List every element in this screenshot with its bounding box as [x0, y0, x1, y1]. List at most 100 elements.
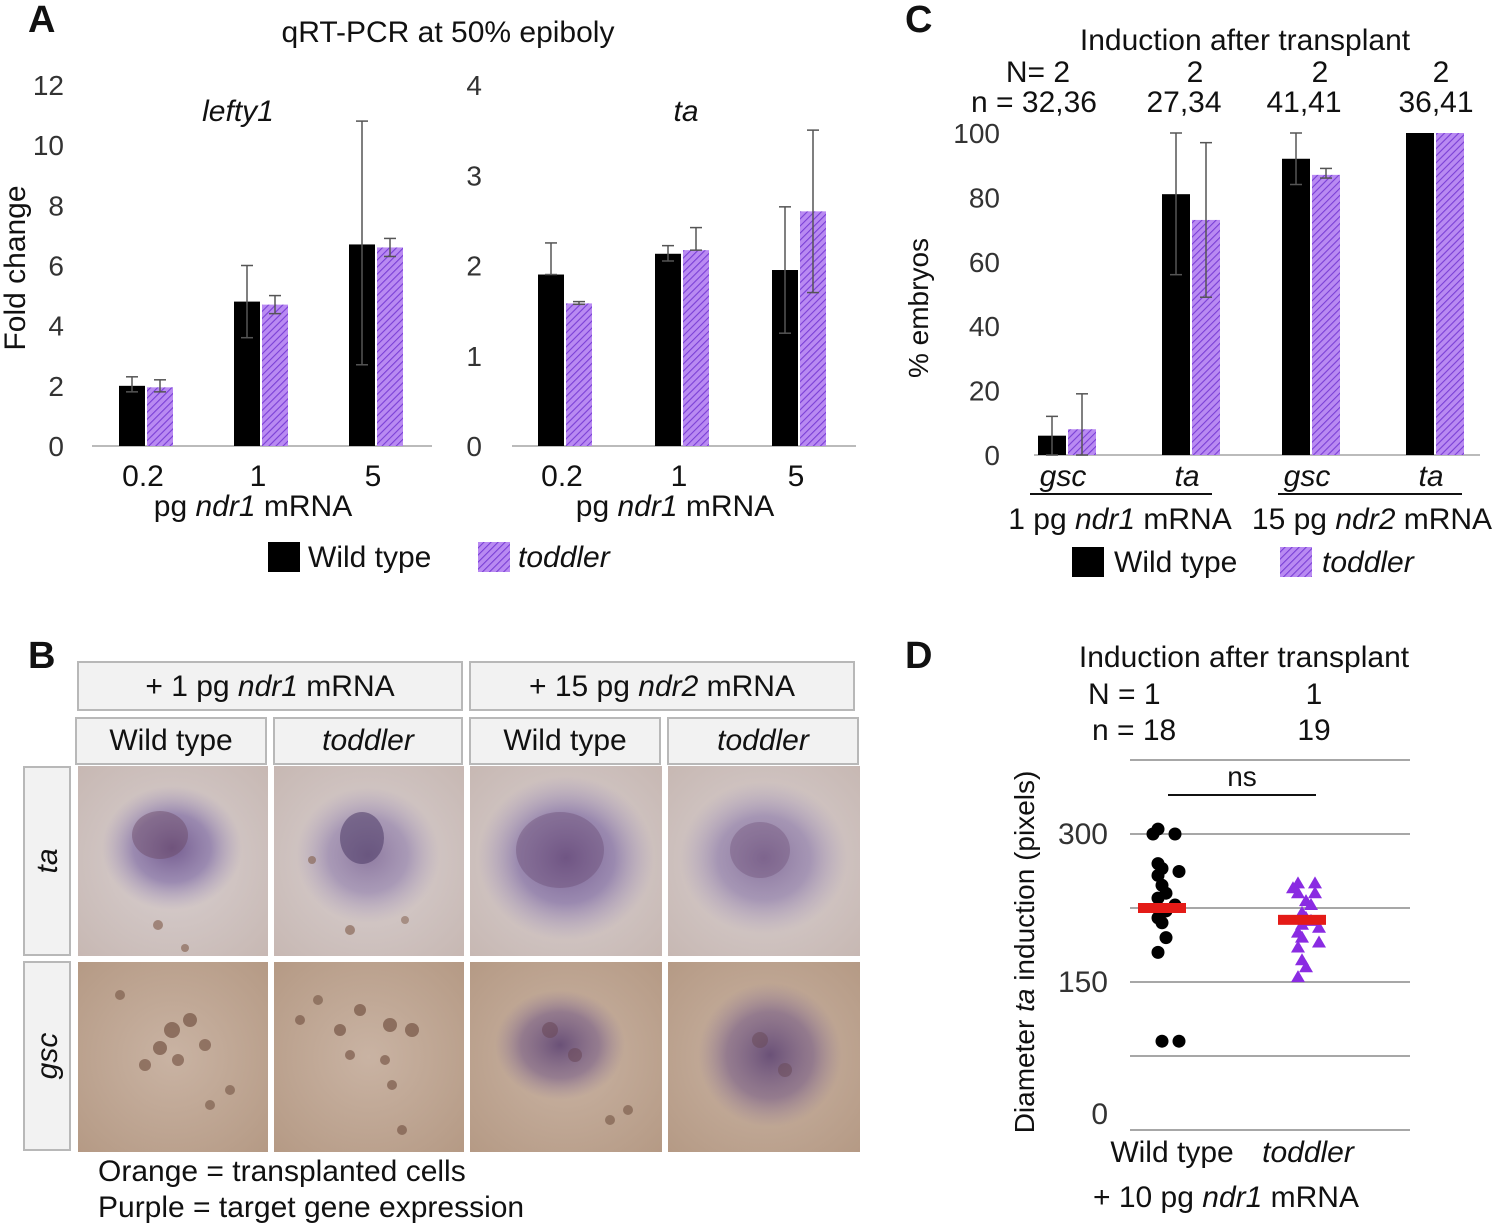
x-category-toddler: toddler	[1262, 1136, 1355, 1169]
legend-label-toddler: toddler	[518, 541, 611, 574]
caption-purple: Purple = target gene expression	[98, 1191, 524, 1224]
y-tick-label: 20	[969, 376, 1000, 407]
y-tick-label: 12	[33, 70, 64, 101]
panel-d: D Induction after transplant N = 1 1 n =…	[905, 635, 1410, 1214]
chart-title: ta	[673, 95, 698, 128]
x-tick-label: 5	[365, 460, 382, 493]
header-ndr1-text: + 1 pg ndr1 mRNA	[145, 670, 394, 703]
legend-swatch-wild-type	[268, 542, 300, 572]
data-point	[1304, 898, 1318, 911]
bar	[683, 250, 709, 446]
y-tick-label: 2	[48, 371, 64, 402]
legend-swatch-toddler	[1280, 547, 1312, 577]
bar	[377, 247, 403, 446]
xlabel-right: pg ndr1 mRNA	[576, 490, 774, 523]
data-point	[1295, 930, 1309, 943]
col-header-1	[75, 717, 267, 765]
chart-lefty1: lefty1 0 2 4 6 8 10 12 0.2 1 5	[33, 70, 432, 493]
data-point	[1155, 1034, 1169, 1048]
col-header-3	[469, 717, 661, 765]
y-tick-label: 3	[466, 160, 482, 191]
data-point	[1291, 970, 1305, 983]
bar	[1312, 174, 1340, 456]
y-tick-label: 40	[969, 311, 1000, 342]
significance-label: ns	[1227, 761, 1257, 792]
sample-size-3: 41,41	[1266, 86, 1341, 119]
chart-title: lefty1	[202, 95, 274, 128]
panel-c: C Induction after transplant N= 2 n = 32…	[903, 0, 1492, 579]
x-tick-label: 5	[788, 460, 805, 493]
n-count-4: 2	[1433, 56, 1450, 89]
col-header-3-text: Wild type	[503, 724, 626, 757]
image-gsc-ndr2-toddler	[668, 962, 860, 1152]
median-bar	[1138, 903, 1186, 913]
data-point	[1155, 916, 1169, 930]
y-tick-label: 60	[969, 247, 1000, 278]
group-label-ndr1: 1 pg ndr1 mRNA	[1008, 503, 1231, 536]
panel-a-label: A	[28, 0, 55, 41]
median-bar	[1278, 914, 1326, 925]
bar	[655, 253, 681, 446]
bar	[1406, 133, 1434, 455]
panel-d-title: Induction after transplant	[1079, 641, 1410, 674]
col-header-4-text: toddler	[717, 724, 810, 757]
y-tick-label: 0	[1091, 1098, 1108, 1131]
bar	[119, 385, 145, 446]
bar	[1282, 158, 1310, 455]
image-ta-ndr2-toddler	[668, 766, 860, 956]
data-point	[1146, 827, 1160, 841]
x-tick-label: gsc	[1284, 460, 1331, 493]
y-tick-label: 0	[466, 431, 482, 462]
panel-a-ylabel: Fold change	[0, 185, 32, 350]
n-count-label: N = 1	[1088, 678, 1161, 711]
y-tick-label: 300	[1058, 818, 1108, 851]
legend-label-wild-type: Wild type	[1114, 546, 1237, 579]
x-tick-label: 0.2	[541, 460, 583, 493]
col-header-2-text: toddler	[322, 724, 415, 757]
y-tick-label: 8	[48, 190, 64, 221]
panel-b-label: B	[28, 635, 55, 677]
panel-d-ylabel: Diameter ta induction (pixels)	[1009, 771, 1040, 1134]
x-tick-label: ta	[1418, 460, 1443, 493]
legend-swatch-wild-type	[1072, 547, 1104, 577]
n-count-3: 2	[1312, 56, 1329, 89]
data-point	[1159, 931, 1173, 945]
data-point	[1291, 886, 1305, 899]
data-point	[1299, 960, 1313, 973]
bar	[147, 387, 173, 446]
data-point	[1168, 827, 1182, 841]
data-point	[1291, 940, 1305, 953]
image-ta-ndr1-toddler	[274, 766, 464, 956]
row-header-gsc	[23, 961, 71, 1151]
panel-d-label: D	[905, 635, 932, 677]
n-count-2: 2	[1187, 56, 1204, 89]
x-tick-label: 0.2	[122, 460, 164, 493]
chart-induction: 0 20 40 60 80 100 gsc ta gsc ta	[953, 118, 1480, 493]
image-gsc-ndr2-wild-type	[470, 962, 662, 1152]
col-header-4	[667, 717, 859, 765]
legend-swatch-toddler	[478, 542, 510, 572]
bar	[538, 274, 564, 446]
legend-label-toddler: toddler	[1322, 546, 1415, 579]
row-header-gsc-text: gsc	[31, 1033, 64, 1080]
n-count-toddler: 1	[1306, 678, 1323, 711]
xlabel-left: pg ndr1 mRNA	[154, 490, 352, 523]
y-tick-label: 4	[48, 311, 64, 342]
data-point	[1312, 920, 1326, 933]
legend-label-wild-type: Wild type	[308, 541, 431, 574]
y-tick-label: 4	[466, 70, 482, 101]
y-tick-label: 10	[33, 130, 64, 161]
panel-a-title: qRT-PCR at 50% epiboly	[282, 16, 615, 49]
bar	[566, 303, 592, 446]
x-tick-label: ta	[1174, 460, 1199, 493]
data-point	[1172, 1034, 1186, 1048]
panel-b: B + 1 pg ndr1 mRNA + 15 pg ndr2 mRNA Wil…	[23, 635, 860, 1224]
x-category-wild-type: Wild type	[1110, 1136, 1233, 1169]
sample-size-2: 27,34	[1146, 86, 1221, 119]
row-header-ta	[23, 766, 71, 956]
data-point	[1172, 864, 1186, 878]
data-point	[1312, 935, 1326, 948]
y-tick-label: 150	[1058, 966, 1108, 999]
panel-c-ylabel: % embryos	[903, 238, 934, 378]
